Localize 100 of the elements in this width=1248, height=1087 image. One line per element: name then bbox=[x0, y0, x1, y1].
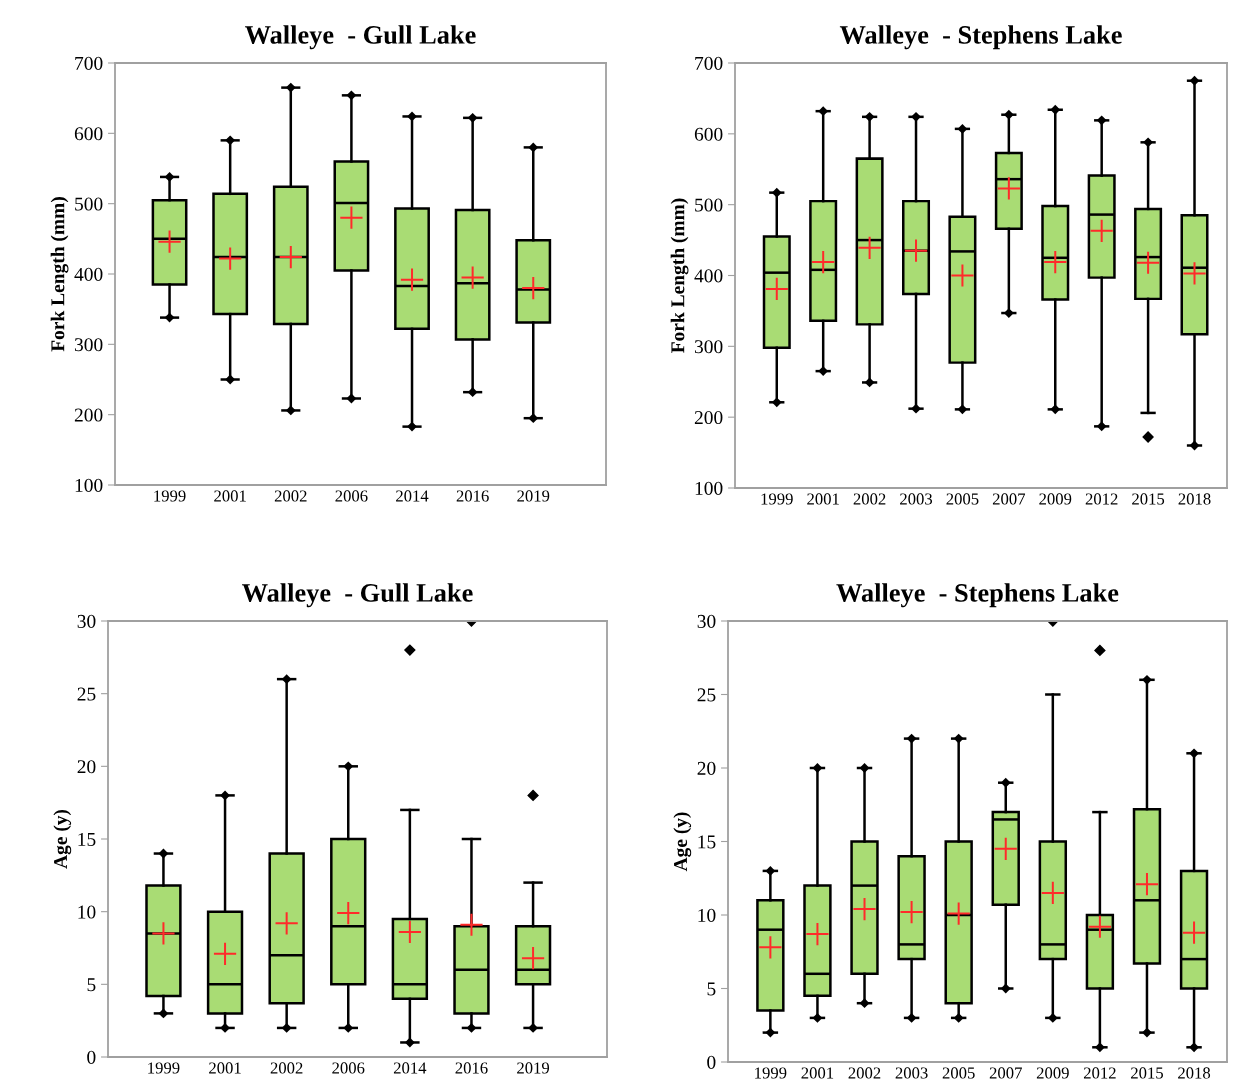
point bbox=[765, 277, 788, 301]
x-tick-label: 2001 bbox=[209, 1062, 241, 1074]
x-tick-label: 1999 bbox=[755, 1067, 787, 1079]
point bbox=[407, 111, 417, 122]
y-tick-label: 700 bbox=[695, 56, 723, 70]
point bbox=[152, 922, 175, 945]
point bbox=[528, 142, 539, 153]
point bbox=[947, 902, 970, 925]
point bbox=[953, 733, 964, 744]
y-tick-label: 100 bbox=[75, 478, 103, 492]
point bbox=[400, 268, 424, 291]
point bbox=[158, 1008, 169, 1019]
x-tick-label: 2019 bbox=[517, 1062, 550, 1074]
y-axis-title: Fork Length (mm) bbox=[50, 197, 69, 352]
point bbox=[911, 111, 921, 122]
point bbox=[285, 405, 296, 416]
x-tick-label: 2001 bbox=[807, 493, 839, 505]
point bbox=[1096, 421, 1107, 432]
y-tick-label: 600 bbox=[74, 127, 103, 141]
x-tick-label: 1999 bbox=[148, 1062, 180, 1074]
y-tick-label: 0 bbox=[87, 1050, 96, 1064]
point bbox=[220, 790, 230, 801]
point bbox=[853, 898, 876, 921]
x-tick-label: 2002 bbox=[853, 493, 886, 505]
point bbox=[1096, 115, 1107, 126]
x-tick-label: 2009 bbox=[1036, 1067, 1069, 1079]
x-tick-label: 2015 bbox=[1131, 1067, 1163, 1079]
x-tick-label: 2019 bbox=[517, 490, 550, 502]
point bbox=[281, 674, 292, 685]
point bbox=[906, 733, 917, 744]
y-tick-label: 10 bbox=[698, 908, 716, 922]
point bbox=[859, 998, 870, 1009]
point bbox=[994, 837, 1017, 860]
point bbox=[467, 387, 478, 398]
point bbox=[279, 246, 302, 269]
y-tick-label: 200 bbox=[694, 410, 723, 425]
point bbox=[466, 1023, 477, 1033]
y-tick-label: 500 bbox=[75, 197, 103, 211]
point bbox=[346, 90, 357, 101]
x-tick-label: 2001 bbox=[801, 1067, 834, 1079]
y-tick-label: 25 bbox=[77, 687, 96, 701]
x-tick-label: 2016 bbox=[456, 490, 489, 502]
x-tick-label: 2002 bbox=[270, 1062, 303, 1074]
point bbox=[1000, 777, 1011, 788]
point bbox=[957, 404, 968, 415]
point bbox=[911, 403, 921, 414]
point bbox=[467, 112, 478, 123]
x-tick-label: 1999 bbox=[761, 493, 793, 505]
point bbox=[765, 1027, 776, 1038]
y-axis-title: Age (y) bbox=[53, 809, 72, 869]
point bbox=[220, 1023, 230, 1033]
chart-title: Walleye - Stephens Lake bbox=[839, 25, 1122, 50]
point bbox=[1000, 983, 1011, 994]
point bbox=[528, 413, 539, 424]
x-tick-label: 2002 bbox=[848, 1067, 881, 1079]
point bbox=[900, 900, 923, 924]
x-tick-label: 2007 bbox=[989, 1067, 1022, 1079]
x-tick-label: 2012 bbox=[1083, 1067, 1116, 1079]
chart-title: Walleye - Gull Lake bbox=[245, 25, 476, 50]
point bbox=[951, 264, 974, 287]
point bbox=[1050, 104, 1061, 115]
point bbox=[765, 865, 776, 876]
point bbox=[337, 902, 360, 925]
point bbox=[225, 135, 236, 146]
point bbox=[806, 923, 829, 946]
y-tick-label: 400 bbox=[74, 267, 103, 281]
point bbox=[404, 1037, 415, 1048]
x-tick-label: 2006 bbox=[332, 1062, 365, 1074]
point bbox=[340, 206, 363, 229]
point bbox=[812, 250, 835, 274]
x-tick-label: 2002 bbox=[274, 490, 307, 502]
y-tick-label: 5 bbox=[87, 978, 96, 992]
chart-title: Walleye - Stephens Lake bbox=[836, 583, 1119, 608]
y-tick-label: 15 bbox=[78, 832, 96, 846]
point bbox=[1183, 262, 1206, 285]
x-tick-label: 2018 bbox=[1178, 1067, 1211, 1079]
point bbox=[957, 123, 968, 134]
point bbox=[1044, 250, 1067, 274]
y-tick-label: 600 bbox=[694, 127, 723, 141]
y-tick-label: 10 bbox=[78, 905, 96, 919]
point bbox=[858, 236, 881, 259]
point bbox=[225, 374, 236, 385]
point bbox=[864, 377, 875, 388]
x-tick-label: 2015 bbox=[1132, 493, 1165, 505]
point bbox=[1189, 1042, 1199, 1053]
x-tick-label: 2001 bbox=[214, 490, 246, 502]
x-tick-label: 2005 bbox=[946, 493, 979, 505]
point bbox=[1041, 881, 1064, 905]
point bbox=[398, 920, 421, 944]
point bbox=[1088, 915, 1112, 938]
y-tick-label: 400 bbox=[694, 269, 723, 283]
y-tick-label: 0 bbox=[707, 1055, 716, 1069]
point bbox=[1142, 1027, 1152, 1038]
point bbox=[528, 1023, 538, 1033]
point bbox=[461, 266, 484, 289]
point bbox=[281, 1023, 292, 1033]
point bbox=[1135, 873, 1159, 896]
y-tick-label: 100 bbox=[695, 481, 723, 495]
y-tick-label: 300 bbox=[694, 340, 723, 354]
x-tick-label: 1999 bbox=[154, 490, 186, 502]
